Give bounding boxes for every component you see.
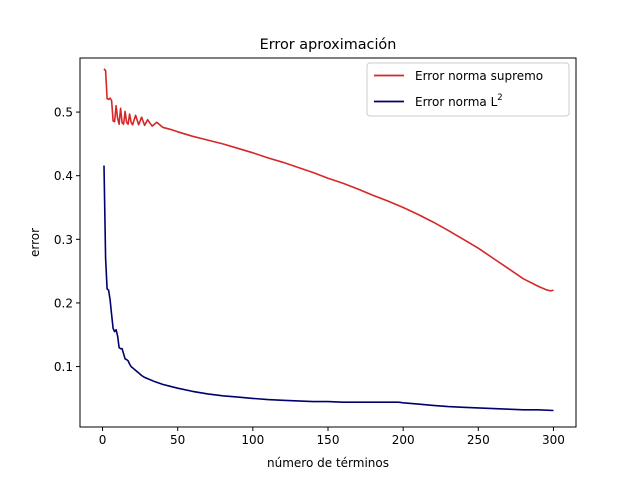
x-tick-label: 50 <box>170 433 185 447</box>
x-axis-label: número de términos <box>267 456 389 470</box>
legend-label-error-norma-supremo: Error norma supremo <box>415 69 543 83</box>
series-line-1 <box>103 165 554 412</box>
chart-title: Error aproximación <box>260 37 397 53</box>
x-tick-label: 300 <box>542 433 565 447</box>
series-line-0 <box>103 68 554 292</box>
x-tick-label: 100 <box>241 433 264 447</box>
series-layer <box>103 68 554 412</box>
x-tick-label: 0 <box>99 433 107 447</box>
y-tick-label: 0.3 <box>54 233 73 247</box>
y-tick-label: 0.5 <box>54 106 73 120</box>
legend-label-l2-superscript: 2 <box>497 93 502 103</box>
y-tick-label: 0.4 <box>54 169 73 183</box>
x-tick-label: 150 <box>317 433 340 447</box>
legend-label-error-norma-l2: Error norma L2 <box>415 93 503 109</box>
y-tick-label: 0.1 <box>54 360 73 374</box>
x-tick-label: 200 <box>392 433 415 447</box>
y-tick-label: 0.2 <box>54 296 73 310</box>
y-axis-ticks: 0.1 0.2 0.3 0.4 0.5 <box>54 106 80 374</box>
x-axis-ticks: 0 50 100 150 200 250 300 <box>99 427 565 447</box>
legend: Error norma supremo Error norma L2 <box>366 62 570 117</box>
plot-frame <box>79 57 577 428</box>
x-tick-label: 250 <box>467 433 490 447</box>
y-axis-label: error <box>28 228 42 257</box>
legend-box <box>366 62 570 117</box>
legend-label-l2-main: Error norma L <box>415 95 498 109</box>
